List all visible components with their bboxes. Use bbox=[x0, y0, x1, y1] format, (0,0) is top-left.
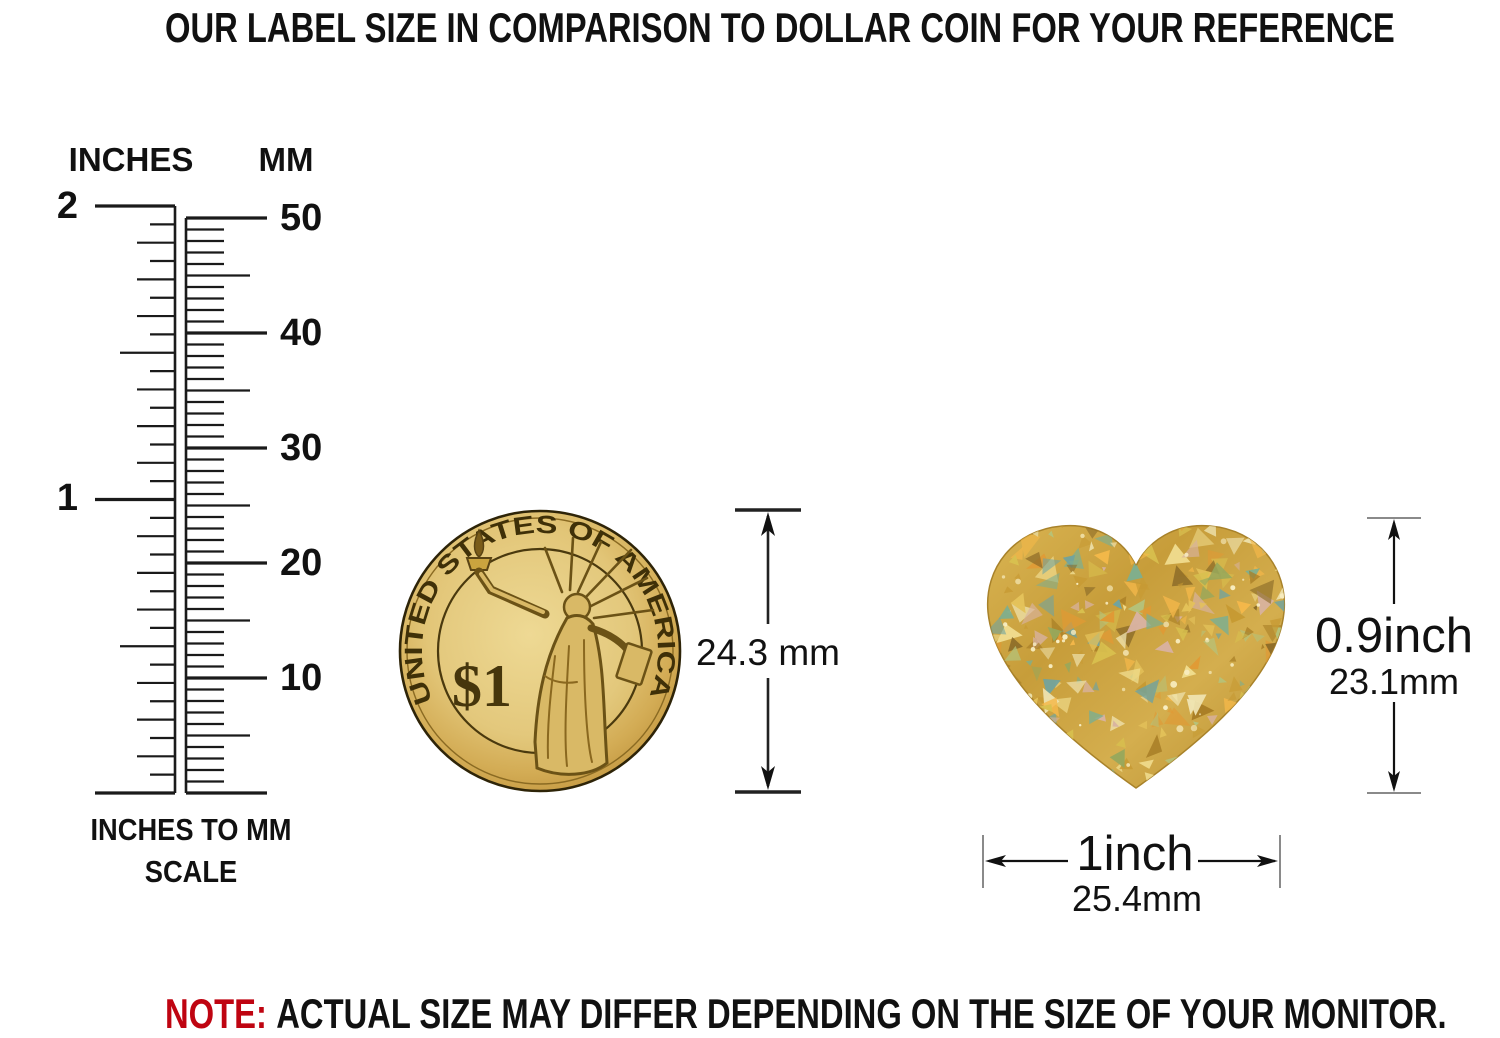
ruler-inches-header: INCHES bbox=[68, 141, 194, 178]
sticker-height-mm-label: 23.1mm bbox=[1328, 661, 1460, 702]
ruler-mm-label: 10 bbox=[280, 657, 323, 699]
heart-sticker-image bbox=[986, 524, 1286, 789]
monitor-note: NOTE: ACTUAL SIZE MAY DIFFER DEPENDING ON… bbox=[165, 990, 1447, 1038]
statue-of-liberty-art bbox=[465, 528, 655, 776]
ruler bbox=[95, 204, 267, 795]
page-title: OUR LABEL SIZE IN COMPARISON TO DOLLAR C… bbox=[165, 4, 1395, 51]
ruler-mm-header: MM bbox=[258, 141, 314, 178]
coin-diameter-label: 24.3 mm bbox=[696, 632, 840, 673]
ruler-inch-label: 2 bbox=[56, 185, 78, 227]
ruler-inch-label: 1 bbox=[56, 477, 78, 519]
coin-denomination: $1 bbox=[452, 653, 512, 719]
sticker-width-inch-label: 1inch bbox=[1076, 827, 1194, 881]
coin-height-dimension bbox=[735, 508, 801, 794]
ruler-mm-label: 20 bbox=[280, 542, 323, 584]
sticker-width-dimension bbox=[982, 835, 1281, 888]
sticker-height-dimension bbox=[1367, 517, 1421, 794]
note-text: ACTUAL SIZE MAY DIFFER DEPENDING ON THE … bbox=[276, 990, 1447, 1037]
note-prefix: NOTE: bbox=[165, 990, 267, 1037]
sticker-height-inch-label: 0.9inch bbox=[1314, 609, 1473, 663]
ruler-mm-label: 30 bbox=[280, 427, 323, 469]
ruler-mm-label: 40 bbox=[280, 312, 323, 354]
dollar-coin-image: UNITED STATES OF AMERICA bbox=[398, 509, 682, 793]
ruler-caption-line1: INCHES TO MM bbox=[90, 812, 292, 847]
sticker-width-mm-label: 25.4mm bbox=[1071, 878, 1203, 919]
ruler-mm-label: 50 bbox=[280, 197, 323, 239]
ruler-caption-line2: SCALE bbox=[144, 854, 238, 889]
